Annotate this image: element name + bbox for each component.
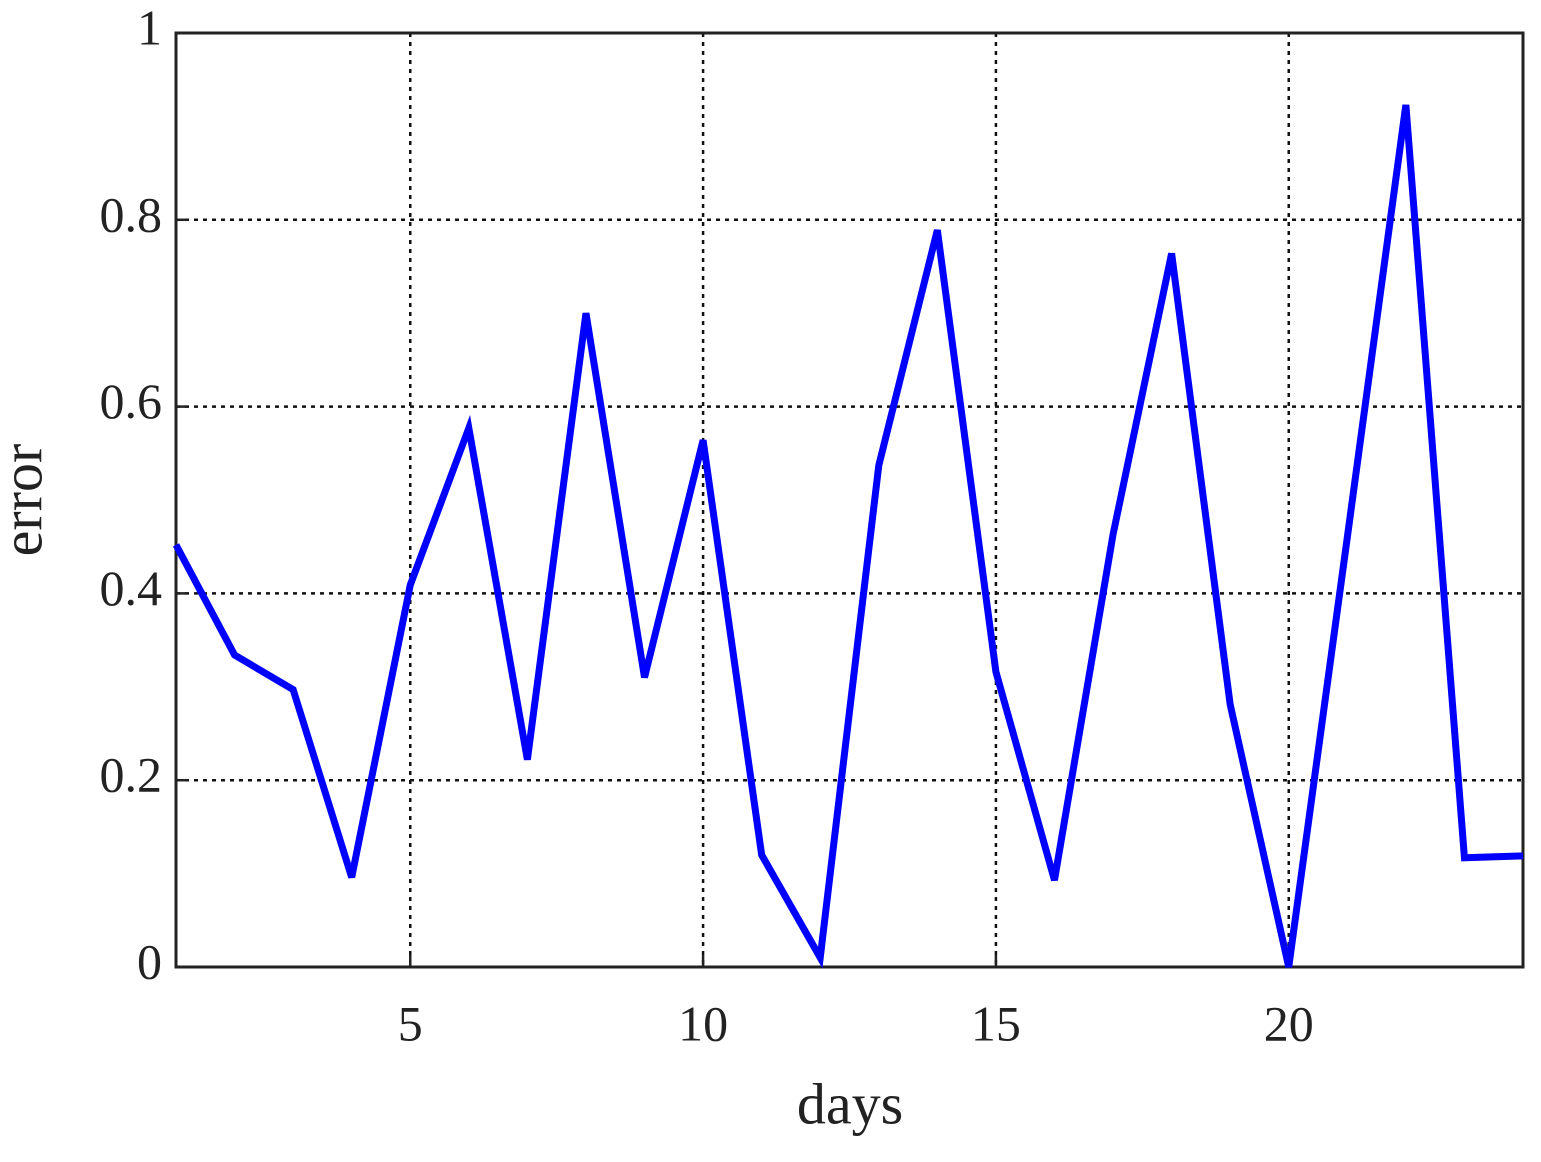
x-tick-label: 10 xyxy=(678,995,728,1051)
y-tick-label: 1 xyxy=(137,0,162,55)
y-tick-label: 0.8 xyxy=(100,186,163,242)
data-line xyxy=(172,104,1524,969)
y-tick-label: 0 xyxy=(137,933,162,989)
x-tick-label: 20 xyxy=(1264,995,1314,1051)
x-tick-label: 15 xyxy=(971,995,1021,1051)
y-tick-label: 0.4 xyxy=(100,560,163,616)
y-tick-label: 0.6 xyxy=(100,373,163,429)
y-tick-label: 0.2 xyxy=(100,747,163,803)
x-tick-label: 5 xyxy=(398,995,423,1051)
plot-frame xyxy=(174,31,1525,969)
x-axis-label: days xyxy=(797,1071,903,1136)
y-axis-label: error xyxy=(0,444,54,557)
